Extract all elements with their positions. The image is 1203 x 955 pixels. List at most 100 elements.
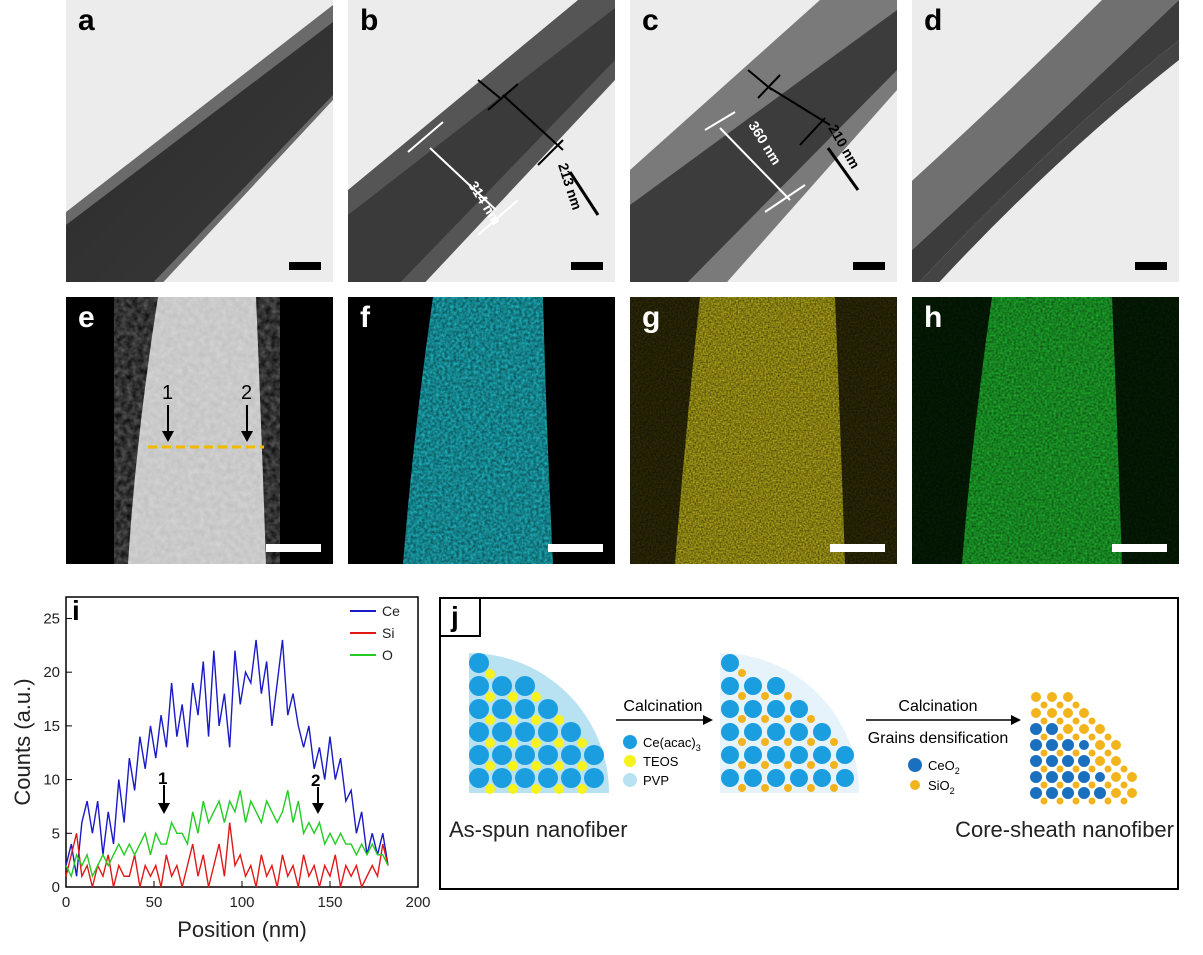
particle — [813, 723, 831, 741]
particle — [767, 700, 785, 718]
panel-e: 1 2 e — [66, 297, 333, 564]
particle — [554, 738, 564, 748]
particle — [1104, 781, 1112, 789]
particle — [1063, 724, 1073, 734]
particle — [761, 692, 769, 700]
particle — [554, 715, 564, 725]
particle — [790, 746, 808, 764]
particle — [1030, 771, 1042, 783]
particle — [767, 677, 785, 695]
particle — [515, 676, 535, 696]
legend-ceo2: CeO2 — [928, 758, 960, 776]
particle — [1072, 781, 1080, 789]
particle — [1063, 708, 1073, 718]
particle — [1062, 787, 1074, 799]
line-scan-marker-1-chart: 1 — [158, 769, 167, 788]
legend-teos: TEOS — [643, 754, 679, 769]
scale-bar-h — [1112, 544, 1167, 552]
particle — [584, 745, 604, 765]
particle — [538, 768, 558, 788]
particle — [485, 715, 495, 725]
particle — [721, 677, 739, 695]
particle — [1111, 772, 1121, 782]
particle — [1030, 787, 1042, 799]
particle — [469, 722, 489, 742]
as-spun-nanofiber-quarter — [469, 653, 609, 794]
chart-legend: Ce Si O — [350, 603, 400, 663]
particle — [1046, 755, 1058, 767]
particle — [485, 669, 495, 679]
particle — [508, 761, 518, 771]
tem-image-d — [912, 0, 1179, 282]
eds-map-ce — [403, 297, 553, 564]
particle — [561, 722, 581, 742]
x-tick-label: 150 — [317, 894, 342, 911]
particle — [584, 768, 604, 788]
particle — [1078, 755, 1090, 767]
particle — [790, 769, 808, 787]
particle — [1079, 708, 1089, 718]
y-tick-label: 20 — [43, 664, 60, 681]
particle — [767, 769, 785, 787]
x-tick-label: 0 — [62, 894, 70, 911]
panel-label-b: b — [360, 4, 379, 37]
particle — [1079, 740, 1089, 750]
panel-j: j Calcination Ce(acac)3 TEOS PVP Calcina… — [439, 597, 1179, 890]
particle — [1062, 755, 1074, 767]
particle — [721, 746, 739, 764]
particle — [807, 761, 815, 769]
scale-bar-c — [853, 262, 885, 270]
particle — [807, 715, 815, 723]
particle — [538, 699, 558, 719]
panel-label-g: g — [642, 301, 661, 334]
legend-sio2: SiO2 — [928, 778, 955, 796]
particle — [1127, 788, 1137, 798]
scale-bar-g — [830, 544, 885, 552]
particle — [1046, 723, 1058, 735]
y-tick-label: 15 — [43, 718, 60, 735]
particle — [1056, 701, 1064, 709]
particle — [767, 746, 785, 764]
particle — [767, 723, 785, 741]
panel-a: a — [66, 0, 333, 282]
line-scan-marker-2-chart: 2 — [311, 771, 320, 790]
series-line-o — [65, 790, 389, 879]
particle — [515, 768, 535, 788]
y-tick-label: 10 — [43, 772, 60, 789]
particle — [469, 653, 489, 673]
particle — [1040, 781, 1048, 789]
panel-i: 0 50 100 150 200 0 5 10 15 20 25 Ce Si O Position (n… — [0, 585, 430, 955]
particle — [1047, 708, 1057, 718]
particle — [790, 700, 808, 718]
legend-label-o: O — [382, 647, 393, 663]
particle — [485, 761, 495, 771]
particle — [744, 677, 762, 695]
particle — [721, 769, 739, 787]
particle — [836, 746, 854, 764]
particle — [1063, 692, 1073, 702]
particle — [1104, 765, 1112, 773]
particle — [554, 761, 564, 771]
particle — [1120, 781, 1128, 789]
particle — [807, 784, 815, 792]
particle — [1094, 787, 1106, 799]
particle — [1056, 733, 1064, 741]
particle — [813, 746, 831, 764]
particle — [508, 715, 518, 725]
x-axis-label: Position (nm) — [177, 917, 307, 942]
particle — [492, 676, 512, 696]
particle — [485, 784, 495, 794]
y-tick-label: 25 — [43, 610, 60, 627]
step2-sub-label: Grains densification — [868, 730, 1009, 747]
particle — [485, 692, 495, 702]
scale-bar-b — [571, 262, 603, 270]
particle — [1079, 724, 1089, 734]
panel-label-a: a — [78, 4, 95, 37]
particle — [531, 738, 541, 748]
particle — [508, 784, 518, 794]
core-sheath-nanofiber-quarter — [1030, 692, 1137, 805]
particle — [1056, 781, 1064, 789]
particle — [515, 722, 535, 742]
particle — [1062, 771, 1074, 783]
particle — [1040, 749, 1048, 757]
